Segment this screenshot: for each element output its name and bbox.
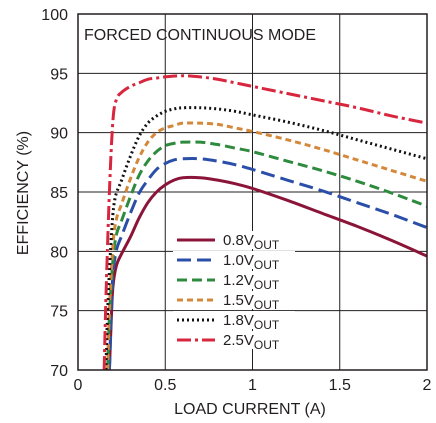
y-tick-label: 100 — [41, 7, 68, 24]
legend-bg — [173, 291, 295, 309]
x-tick-label: 0.5 — [154, 377, 176, 394]
legend: 0.8VOUT1.0VOUT1.2VOUT1.5VOUT1.8VOUT2.5VO… — [173, 231, 295, 352]
legend-label-5: 2.5VOUT — [223, 332, 280, 352]
y-tick-label: 70 — [50, 363, 68, 380]
series-line-3 — [106, 121, 427, 370]
legend-bg — [173, 331, 295, 349]
legend-label-0: 0.8VOUT — [223, 232, 280, 252]
y-tick-label: 95 — [50, 66, 68, 83]
x-tick-label: 1 — [248, 377, 257, 394]
series-line-1 — [107, 157, 427, 370]
series-curves — [102, 74, 427, 370]
legend-bg — [173, 271, 295, 289]
x-tick-label: 0 — [74, 377, 83, 394]
legend-bg — [173, 251, 295, 269]
legend-bg — [173, 231, 295, 249]
y-axis-label: EFFICIENCY (%) — [15, 131, 32, 255]
y-tick-label: 80 — [50, 244, 68, 261]
series-line-0 — [107, 175, 427, 370]
x-tick-label: 1.5 — [329, 377, 351, 394]
series-line-2 — [106, 140, 427, 370]
tick-labels: 0 0.5 1 1.5 2 70 75 80 85 90 95 100 — [41, 7, 431, 394]
series-line-5 — [102, 74, 427, 370]
y-tick-label: 75 — [50, 304, 68, 321]
chart-title: FORCED CONTINUOUS MODE — [84, 27, 316, 44]
legend-bg — [173, 311, 295, 329]
legend-label-1: 1.0VOUT — [223, 252, 280, 272]
y-tick-label: 90 — [50, 126, 68, 143]
plot-frame — [77, 13, 428, 371]
x-tick-label: 2 — [423, 377, 432, 394]
legend-label-4: 1.8VOUT — [223, 312, 280, 332]
x-axis-label: LOAD CURRENT (A) — [174, 401, 326, 418]
y-tick-label: 85 — [50, 185, 68, 202]
legend-label-2: 1.2VOUT — [223, 272, 280, 292]
legend-label-3: 1.5VOUT — [223, 292, 280, 312]
